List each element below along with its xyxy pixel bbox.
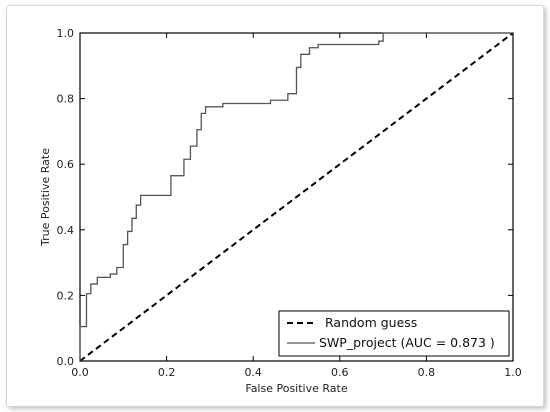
y-tick-label: 0.4 [57, 224, 75, 237]
axis-ticks: 0.0 0.2 0.4 0.6 0.8 1.0 0.0 0.2 0.4 0.6 0.8 1.0 [57, 27, 522, 379]
y-axis-label: True Positive Rate [39, 148, 52, 247]
y-tick-label: 0.0 [57, 355, 75, 368]
series-line-random-guess [79, 32, 514, 362]
x-axis-label: False Positive Rate [245, 382, 347, 395]
x-tick-label: 0.0 [71, 366, 89, 379]
y-tick-label: 0.6 [57, 158, 75, 171]
series-lines [79, 32, 514, 362]
x-tick-label: 0.4 [244, 366, 262, 379]
legend-box [278, 310, 510, 357]
legend-entry-label: SWP_project (AUC = 0.873 ) [319, 335, 495, 350]
x-tick-label: 1.0 [504, 366, 522, 379]
x-tick-label: 0.2 [158, 366, 176, 379]
x-tick-label: 0.6 [331, 366, 349, 379]
y-tick-label: 0.2 [57, 289, 75, 302]
series-line-swp-project [79, 32, 513, 361]
legend: Random guess SWP_project (AUC = 0.873 ) [278, 310, 510, 357]
legend-entry-label: Random guess [325, 315, 417, 330]
y-tick-label: 1.0 [57, 27, 75, 40]
y-tick-label: 0.8 [57, 93, 75, 106]
x-tick-label: 0.8 [418, 366, 436, 379]
